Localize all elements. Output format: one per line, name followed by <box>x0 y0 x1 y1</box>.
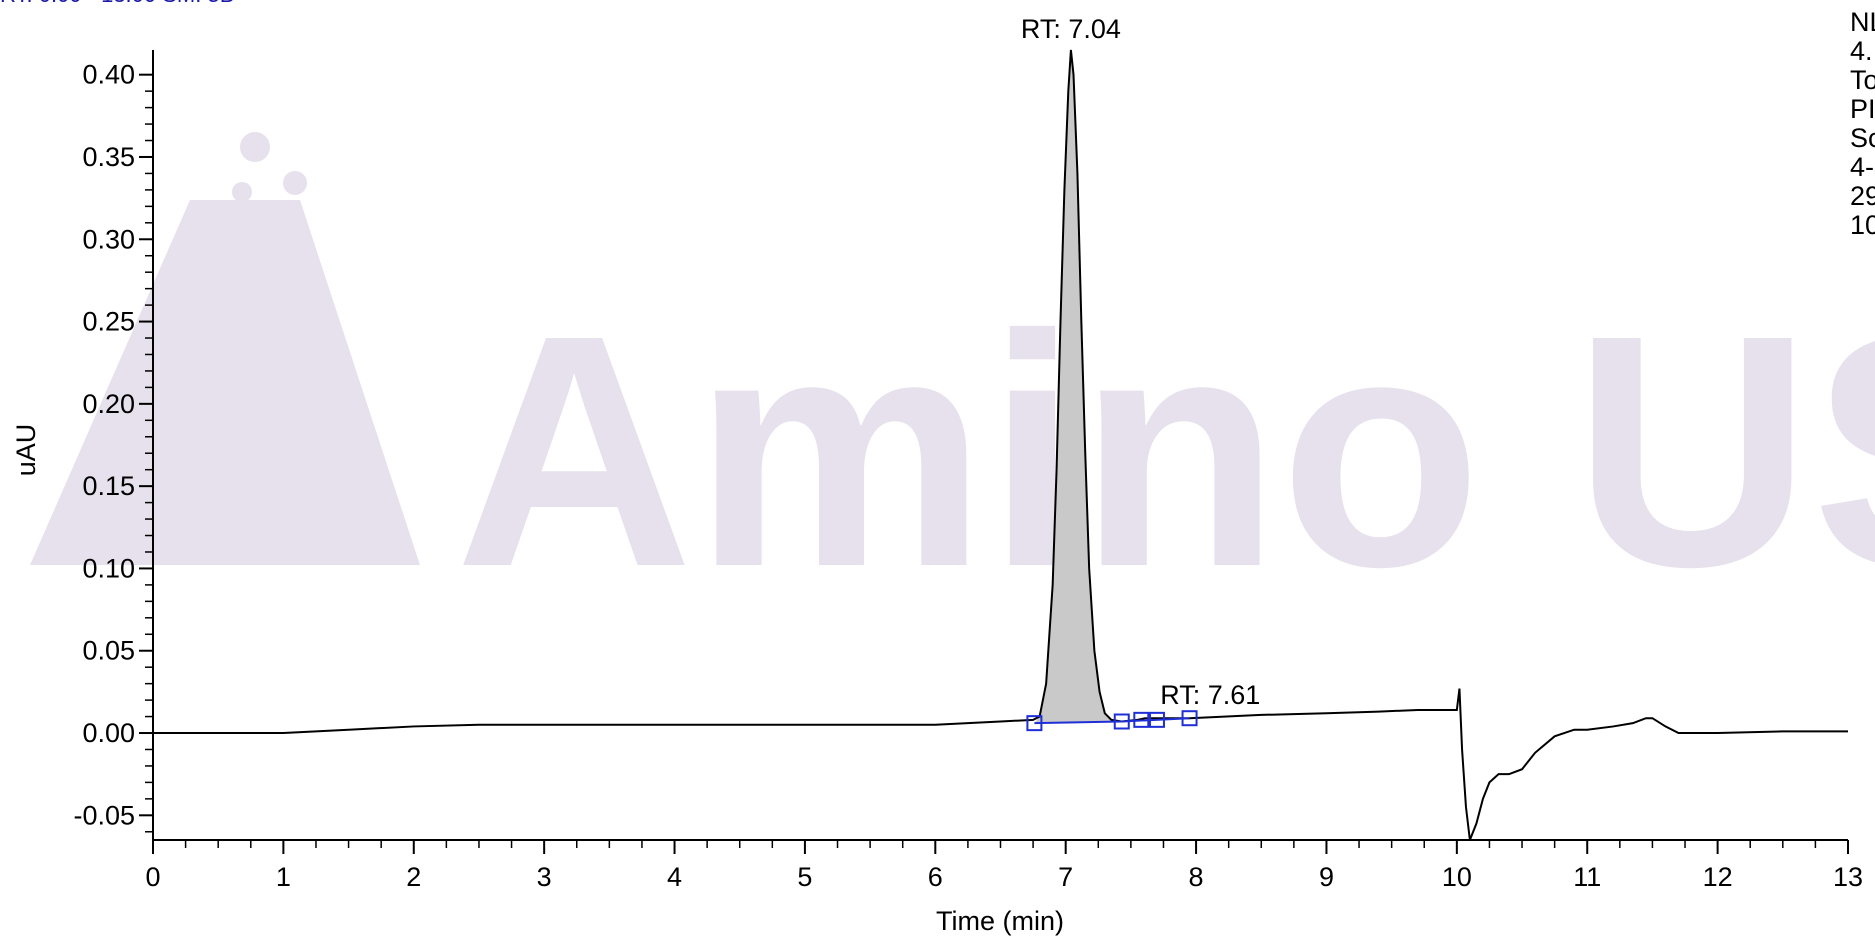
x-tick-label: 1 <box>276 862 291 892</box>
header-range-text: RT: 0.00 - 13.00 SM: 5B <box>0 0 234 8</box>
x-tick-label: 10 <box>1442 862 1472 892</box>
peak-boundary-marker <box>1113 713 1130 730</box>
y-tick-label: -0.05 <box>73 800 135 830</box>
y-tick-label: 0.25 <box>82 307 135 337</box>
x-tick-label: 9 <box>1319 862 1334 892</box>
x-tick-label: 2 <box>406 862 421 892</box>
y-tick-label: 0.15 <box>82 471 135 501</box>
y-tick-label: 0.00 <box>82 718 135 748</box>
side-info-line: 29 <box>1850 181 1875 211</box>
x-tick-label: 5 <box>797 862 812 892</box>
rt-annotation: RT: 7.04 <box>1021 14 1121 44</box>
side-info-line: To <box>1850 65 1875 95</box>
x-tick-label: 12 <box>1703 862 1733 892</box>
peak-boundary-marker <box>1148 711 1165 728</box>
x-axis-title: Time (min) <box>936 906 1064 936</box>
x-tick-label: 7 <box>1058 862 1073 892</box>
x-tick-label: 11 <box>1573 862 1601 892</box>
side-info-line: 10 <box>1850 210 1875 240</box>
side-info-line: NL: <box>1850 7 1875 37</box>
watermark: Amino USA <box>30 132 1875 635</box>
peak-boundary-marker <box>1026 715 1043 732</box>
side-info-line: PI <box>1850 94 1875 124</box>
peak-baseline <box>1034 720 1122 725</box>
x-tick-label: 4 <box>667 862 682 892</box>
x-tick-label: 0 <box>145 862 160 892</box>
side-info-line: Sc <box>1850 123 1875 153</box>
axes: 0 1 2 3 4 5 6 7 8 9 10 11 12 13-0.050.000.050.100.150… <box>73 50 1863 892</box>
peak-boundary-marker <box>1181 710 1198 727</box>
y-tick-label: 0.35 <box>82 142 135 172</box>
y-tick-label: 0.40 <box>82 60 135 90</box>
y-tick-label: 0.05 <box>82 636 135 666</box>
side-info-panel: NL: 4. To PI Sc 4- 29 10 <box>1850 8 1875 240</box>
side-info-line: 4- <box>1850 152 1875 182</box>
annotation-layer: RT: 7.04 RT: 7.61 <box>1021 14 1260 710</box>
y-tick-label: 0.10 <box>82 553 135 583</box>
peak-baseline <box>1121 717 1190 723</box>
peak-fill <box>1034 50 1122 724</box>
series-layer <box>153 49 1848 841</box>
y-axis-title: uAU <box>11 424 41 477</box>
x-tick-label: 3 <box>537 862 552 892</box>
x-tick-label: 6 <box>928 862 943 892</box>
chromatogram-trace <box>153 49 1848 841</box>
side-info-line: 4. <box>1850 36 1873 66</box>
flask-logo <box>30 132 420 565</box>
y-tick-label: 0.30 <box>82 224 135 254</box>
watermark-text: Amino USA <box>455 266 1875 635</box>
x-tick-label: 8 <box>1189 862 1204 892</box>
x-tick-label: 13 <box>1833 862 1863 892</box>
rt-annotation: RT: 7.61 <box>1160 680 1260 710</box>
y-tick-label: 0.20 <box>82 389 135 419</box>
peak-boundary-marker <box>1133 711 1150 728</box>
